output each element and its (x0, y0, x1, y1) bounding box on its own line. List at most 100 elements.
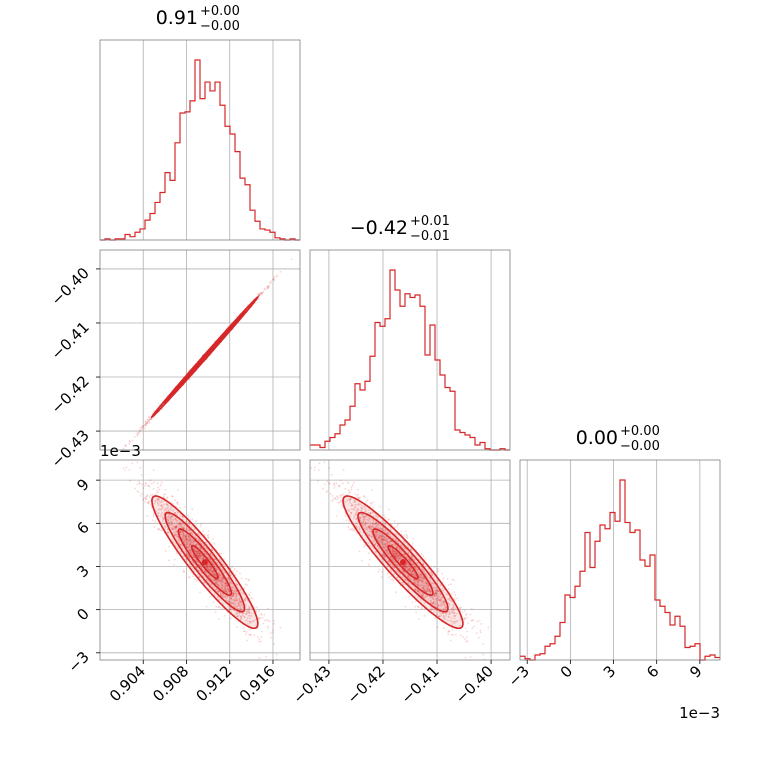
sample-point (400, 530, 403, 533)
sample-point (403, 535, 405, 537)
sample-point (461, 611, 464, 613)
sample-point (346, 481, 349, 484)
panel-1-1 (309, 249, 511, 451)
sample-point (264, 619, 266, 622)
sample-point (367, 552, 370, 555)
axes-frame (99, 249, 301, 451)
panel-2-1 (309, 459, 511, 661)
sample-point (267, 285, 269, 287)
sample-point (412, 538, 414, 540)
sample-point (213, 542, 216, 545)
sample-point (138, 432, 141, 434)
sample-point (231, 566, 234, 568)
sample-point (453, 579, 456, 582)
sample-point (244, 633, 247, 636)
sample-point (152, 513, 155, 516)
sample-point (214, 611, 217, 614)
sample-point (257, 636, 259, 638)
sample-point (223, 557, 225, 560)
sample-point (148, 416, 150, 419)
sample-point (380, 576, 383, 578)
sample-point (265, 285, 268, 288)
sample-point (149, 418, 152, 421)
sample-point (339, 479, 342, 482)
sample-point (131, 462, 134, 465)
sample-point (146, 422, 149, 425)
sample-point (273, 643, 276, 645)
sample-point (344, 515, 347, 518)
sample-point (164, 550, 167, 553)
sample-point (456, 597, 458, 600)
sample-point (187, 514, 190, 517)
sample-point (317, 479, 320, 482)
sample-point (239, 572, 241, 575)
density-peak (201, 559, 208, 566)
sample-point (173, 563, 175, 566)
sample-point (260, 636, 263, 638)
sample-point (220, 552, 223, 555)
sample-point (125, 466, 128, 469)
sample-point (479, 631, 482, 634)
sample-point (141, 425, 144, 428)
sample-point (372, 501, 375, 504)
sample-point (335, 514, 338, 517)
sample-point (251, 597, 254, 600)
sample-point (267, 286, 270, 289)
sample-point (245, 577, 248, 580)
sample-point (447, 584, 450, 586)
sample-point (146, 484, 149, 487)
sample-point (232, 570, 234, 573)
sample-point (203, 533, 206, 536)
sample-point (249, 591, 252, 594)
sample-point (248, 594, 251, 596)
sample-point (265, 655, 268, 658)
sample-point (424, 557, 427, 560)
sample-point (262, 622, 265, 625)
sample-point (143, 427, 146, 430)
sample-point (153, 481, 155, 484)
sample-point (138, 482, 141, 485)
sample-point (143, 500, 146, 503)
sample-point (342, 493, 345, 496)
sample-point (259, 640, 262, 643)
sample-point (152, 469, 155, 471)
sample-point (253, 634, 256, 637)
sample-point (199, 525, 202, 528)
sample-point (344, 487, 347, 490)
sample-point (129, 479, 132, 482)
sample-point (211, 538, 214, 540)
sample-point (473, 625, 475, 628)
sample-point (260, 292, 262, 295)
sample-point (124, 445, 127, 448)
sample-point (152, 515, 155, 518)
axes-frame (309, 249, 511, 451)
sample-point (451, 593, 453, 596)
sample-point (136, 483, 139, 486)
sample-point (141, 499, 144, 501)
sample-point (405, 536, 408, 539)
sample-point (270, 280, 272, 283)
sample-point (335, 482, 338, 485)
sample-point (268, 284, 271, 287)
sample-point (191, 508, 194, 511)
sample-point (463, 610, 466, 612)
sample-point (229, 617, 232, 620)
sample-point (389, 575, 392, 578)
sample-point (176, 489, 179, 492)
sample-point (217, 618, 220, 621)
sample-point (464, 656, 467, 659)
sample-point (273, 623, 276, 625)
sample-point (200, 523, 202, 526)
sample-point (144, 482, 147, 485)
sample-point (240, 577, 243, 580)
sample-point (223, 615, 226, 617)
sample-point (174, 499, 176, 502)
sample-point (148, 416, 150, 419)
sample-point (156, 489, 159, 492)
sample-point (279, 270, 282, 273)
sample-point (151, 519, 154, 522)
sample-point (152, 487, 155, 490)
sample-point (235, 570, 238, 573)
sample-point (142, 487, 145, 489)
sample-point (267, 287, 269, 289)
